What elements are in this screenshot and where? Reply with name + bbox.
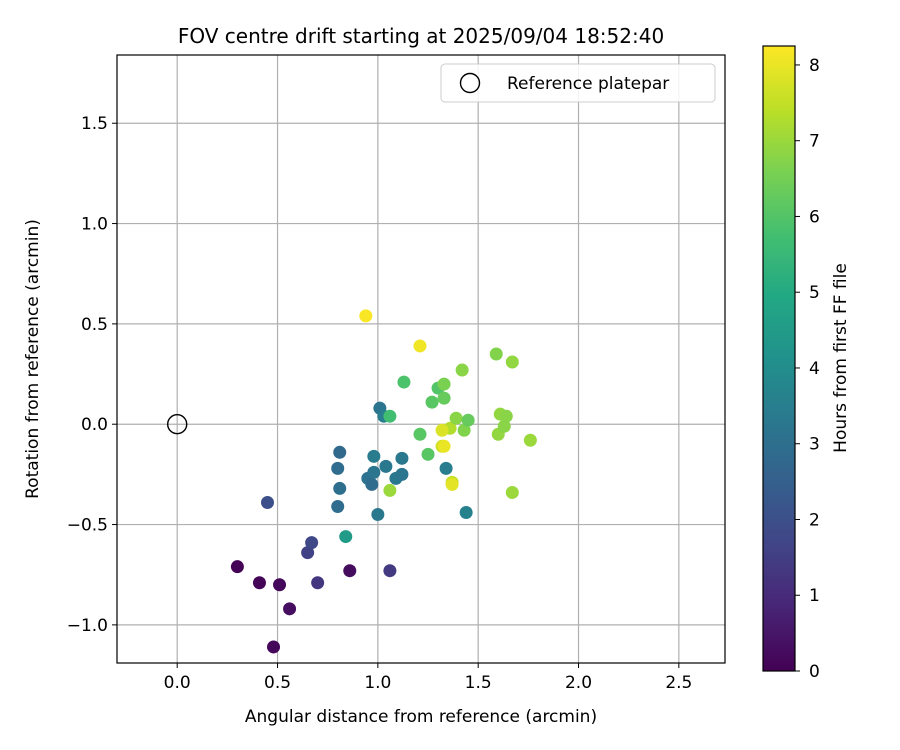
- y-tick-label: −1.0: [67, 616, 108, 636]
- data-point: [333, 445, 347, 459]
- data-point: [425, 395, 439, 409]
- colorbar-tick-label: 8: [809, 56, 820, 76]
- data-point: [333, 481, 347, 495]
- colorbar-frame: [762, 45, 796, 672]
- data-point: [413, 339, 427, 353]
- legend: Reference platepar: [440, 63, 716, 103]
- reference-layer: [166, 414, 188, 435]
- data-point: [397, 375, 411, 389]
- colorbar-tick-label: 7: [809, 132, 820, 152]
- legend-box: [440, 63, 716, 103]
- x-tick-label: 1.5: [465, 673, 492, 693]
- data-point: [267, 640, 281, 654]
- data-point: [449, 411, 463, 425]
- x-axis-ticks: 0.0 0.5 1.0 1.5 2.0 2.5: [164, 663, 692, 693]
- y-tick-label: 0.5: [81, 315, 108, 335]
- y-tick-label: 1.5: [81, 114, 108, 134]
- colorbar-tick-label: 5: [809, 283, 820, 303]
- x-axis-label: Angular distance from reference (arcmin): [245, 707, 597, 727]
- data-point: [260, 495, 274, 509]
- legend-entry-label: Reference platepar: [507, 74, 669, 94]
- plot-frame: [116, 54, 726, 664]
- data-point: [437, 377, 451, 391]
- colorbar-tick-label: 3: [809, 435, 820, 455]
- data-point: [435, 423, 449, 437]
- data-point: [459, 506, 473, 520]
- chart-title: FOV centre drift starting at 2025/09/04 …: [178, 24, 664, 48]
- colorbar-gradient: [763, 46, 795, 671]
- colorbar-tick-label: 1: [809, 586, 820, 606]
- legend-marker-reference: [459, 72, 481, 94]
- data-point: [367, 449, 381, 463]
- data-point: [367, 465, 381, 479]
- x-tick-label: 2.5: [665, 673, 692, 693]
- data-point: [283, 602, 297, 616]
- y-axis-label: Rotation from reference (arcmin): [23, 219, 43, 499]
- data-point: [371, 508, 385, 522]
- colorbar-tick-label: 0: [809, 662, 820, 682]
- data-point: [395, 451, 409, 465]
- data-points: [230, 309, 537, 654]
- data-point: [421, 447, 435, 461]
- data-point: [505, 485, 519, 499]
- colorbar-ticks: 0 1 2 3 4 5 6 7 8: [795, 56, 820, 682]
- reference-platepar-marker: [166, 414, 188, 435]
- x-tick-label: 0.0: [164, 673, 191, 693]
- data-point: [383, 409, 397, 423]
- data-point: [445, 477, 459, 491]
- colorbar-tick-label: 4: [809, 359, 820, 379]
- data-point: [301, 546, 315, 560]
- data-point: [395, 467, 409, 481]
- data-point: [383, 564, 397, 578]
- data-point: [497, 419, 511, 433]
- data-point: [437, 439, 451, 453]
- data-point: [489, 347, 503, 361]
- data-point: [311, 576, 325, 590]
- data-point: [252, 576, 266, 590]
- colorbar-tick-label: 6: [809, 207, 820, 227]
- data-point: [499, 409, 513, 423]
- data-point: [383, 483, 397, 497]
- data-point: [331, 461, 345, 475]
- data-point: [457, 423, 471, 437]
- data-point: [505, 355, 519, 369]
- data-point: [343, 564, 357, 578]
- data-point: [439, 461, 453, 475]
- x-tick-label: 0.5: [264, 673, 291, 693]
- data-point: [273, 578, 287, 592]
- y-tick-label: −0.5: [67, 516, 108, 536]
- data-point: [379, 459, 393, 473]
- data-point: [413, 427, 427, 441]
- data-point: [437, 391, 451, 405]
- data-point: [305, 536, 319, 550]
- data-point: [365, 477, 379, 491]
- y-tick-label: 0.0: [81, 415, 108, 435]
- data-point: [339, 530, 353, 544]
- y-tick-label: 1.0: [81, 215, 108, 235]
- y-axis-ticks: −1.0 −0.5 0.0 0.5 1.0 1.5: [67, 114, 117, 636]
- x-tick-label: 2.0: [565, 673, 592, 693]
- data-point: [331, 499, 345, 513]
- data-point: [461, 413, 475, 427]
- grid: [117, 55, 725, 663]
- data-point: [455, 363, 469, 377]
- data-point: [523, 433, 537, 447]
- data-point: [359, 309, 373, 323]
- data-point: [230, 560, 244, 574]
- colorbar-tick-label: 2: [809, 510, 820, 530]
- colorbar-label: Hours from first FF file: [831, 263, 851, 453]
- x-tick-label: 1.0: [364, 673, 391, 693]
